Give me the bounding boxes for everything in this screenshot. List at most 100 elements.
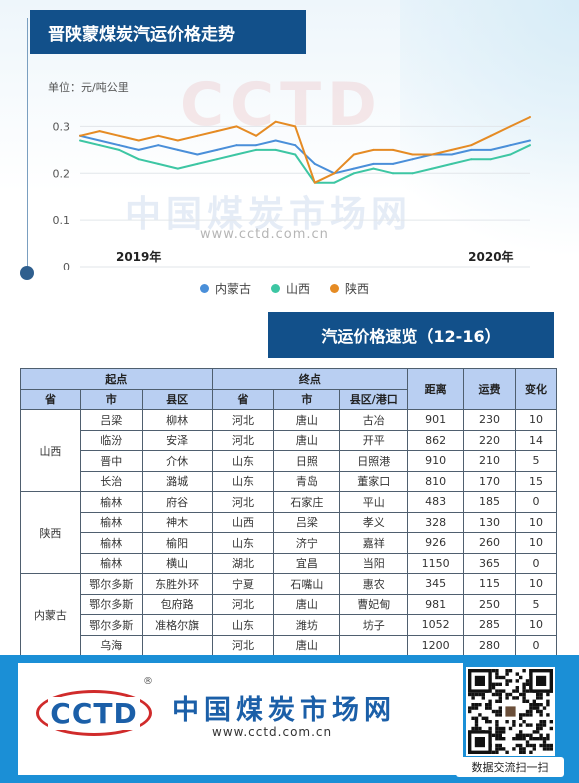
table-cell: 榆林 <box>79 511 143 533</box>
qr-module <box>474 703 479 707</box>
y-tick-label: 0 <box>63 261 70 270</box>
legend-item: 内蒙古 <box>200 280 251 297</box>
qr-module <box>471 716 475 720</box>
table-cell: 1052 <box>407 614 465 636</box>
table-cell: 神木 <box>141 511 213 533</box>
qr-module <box>522 733 526 737</box>
table-cell: 曹妃甸 <box>339 593 409 615</box>
qr-module <box>495 699 499 703</box>
chart-title: 晋陕蒙煤炭汽运价格走势 <box>30 10 306 54</box>
data-point <box>176 148 179 151</box>
data-point <box>372 162 375 165</box>
qr-module <box>498 713 502 717</box>
qr-module <box>491 709 496 714</box>
x-tick-label: 2019年 <box>116 249 161 264</box>
qr-module <box>532 747 536 751</box>
qr-module <box>478 692 482 697</box>
qr-module <box>529 750 533 754</box>
legend-label: 山西 <box>286 282 311 296</box>
legend-item: 山西 <box>271 280 310 297</box>
series-line-1 <box>79 139 531 184</box>
table-row: 内蒙古 鄂尔多斯 东胜外环 宁夏 石嘴山 惠农 345 115 10 <box>20 573 557 656</box>
data-point <box>352 167 355 170</box>
qr-module <box>539 733 543 737</box>
data-point <box>431 167 434 170</box>
qr-module <box>498 743 502 748</box>
table-row: 山西 吕梁 柳林 河北 唐山 古冶 901 230 10 <box>20 409 557 492</box>
qr-module <box>519 750 523 754</box>
qr-module <box>519 692 523 697</box>
data-point <box>431 153 434 156</box>
qr-module <box>485 720 489 724</box>
footer-url: www.cctd.com.cn <box>212 725 333 739</box>
qr-module <box>498 696 502 700</box>
legend-item: 陕西 <box>330 280 369 297</box>
table-cell: 0 <box>515 552 557 574</box>
data-point <box>352 172 355 175</box>
table-cell: 230 <box>463 409 516 431</box>
qr-module <box>549 747 553 751</box>
data-point <box>294 125 297 128</box>
table-cell: 平山 <box>339 491 409 513</box>
qr-module <box>515 689 519 693</box>
table-cell: 115 <box>463 573 516 595</box>
watermark-cn: 中国煤炭市场网 <box>125 194 413 235</box>
qr-module <box>536 703 540 707</box>
table-cell: 鄂尔多斯 <box>79 593 143 615</box>
table-cell: 810 <box>407 470 465 492</box>
table-cell: 250 <box>463 593 516 615</box>
qr-module <box>481 716 485 720</box>
qr-module <box>546 699 550 703</box>
data-point <box>489 134 492 137</box>
qr-module <box>522 669 526 673</box>
qr-module <box>536 709 540 714</box>
data-point <box>215 158 218 161</box>
qr-module <box>502 747 506 751</box>
qr-module <box>536 730 540 734</box>
table-cell: 328 <box>407 511 465 533</box>
cctd-logo: CCTD <box>36 690 152 736</box>
table-cell: 吕梁 <box>79 409 143 431</box>
data-point <box>529 116 531 119</box>
qr-module <box>505 706 516 717</box>
qr-module <box>525 689 530 693</box>
table-cell: 河北 <box>211 593 275 615</box>
qr-module <box>508 692 513 697</box>
table-cell: 981 <box>407 593 465 615</box>
data-point <box>313 162 316 165</box>
qr-code-icon[interactable] <box>466 667 555 756</box>
qr-module <box>498 709 502 714</box>
data-point <box>411 153 414 156</box>
table-cell: 365 <box>463 552 516 574</box>
qr-module <box>522 737 526 741</box>
qr-module <box>474 692 479 697</box>
table-cell: 5 <box>515 450 557 472</box>
table-cell: 5 <box>515 593 557 615</box>
table-cell: 鄂尔多斯 <box>79 573 143 595</box>
table-cell: 榆林 <box>79 552 143 574</box>
qr-module <box>539 743 543 748</box>
data-point <box>235 153 238 156</box>
unit-label: 单位：元/吨公里 <box>48 81 129 94</box>
table-cell: 坊子 <box>339 614 409 636</box>
data-point <box>450 153 453 156</box>
province-cell: 陕西 <box>20 491 81 574</box>
table-row: 长治 潞城 山东 青岛 董家口 810 170 15 <box>21 470 557 492</box>
qr-module <box>495 709 499 714</box>
table-cell: 吕梁 <box>273 511 341 533</box>
data-point <box>98 139 101 142</box>
qr-module <box>468 709 472 714</box>
province-cell: 山西 <box>20 409 81 492</box>
data-point <box>450 148 453 151</box>
qr-module <box>532 706 536 710</box>
qr-module <box>539 692 543 697</box>
table-cell: 鄂尔多斯 <box>79 614 143 636</box>
qr-module <box>515 679 519 683</box>
subheader-origin-county: 县区 <box>141 388 213 410</box>
qr-module <box>512 723 516 727</box>
qr-module <box>498 733 502 737</box>
qr-module <box>488 726 492 731</box>
data-point <box>489 158 492 161</box>
qr-module <box>546 733 550 737</box>
qr-module <box>529 737 533 741</box>
